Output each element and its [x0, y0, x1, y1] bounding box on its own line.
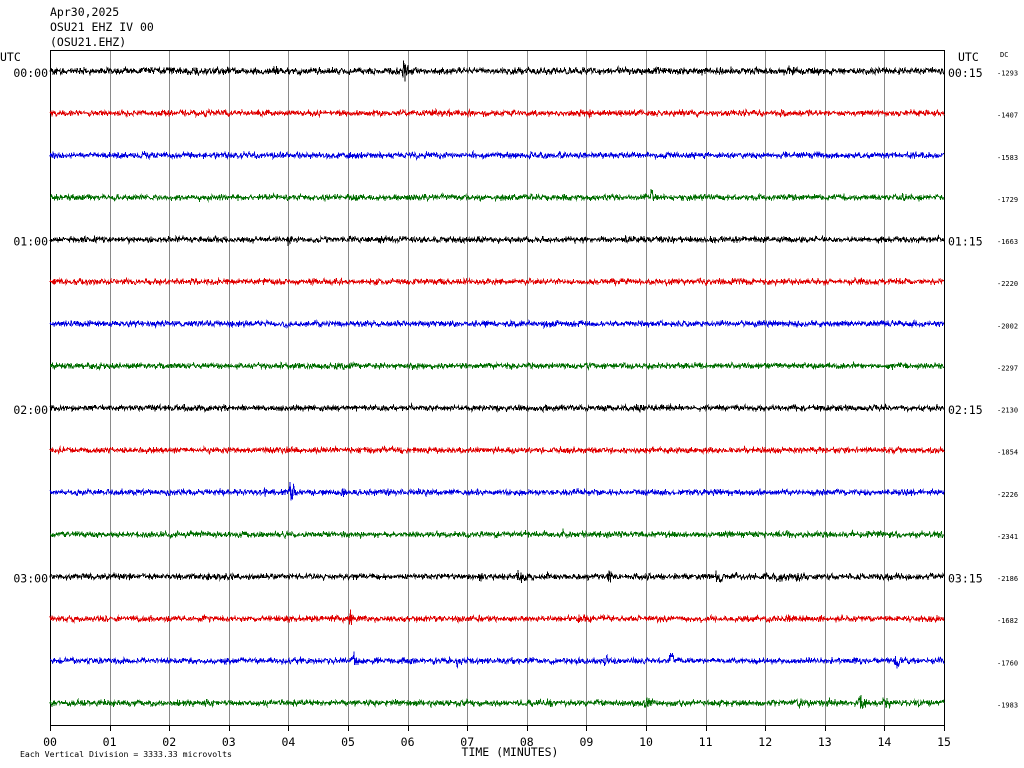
seismic-trace: [49, 318, 945, 330]
dc-offset-label: -1583: [997, 154, 1018, 162]
label-group: 00 01 02 03 04 05 06 07 08 09 10 11 12 13 14 15 00:00 00:…: [13, 66, 1018, 749]
title-station: OSU21 EHZ IV 00: [50, 20, 154, 34]
seismic-trace: [49, 444, 945, 456]
plot-grid: [50, 50, 945, 731]
seismic-trace: [49, 402, 944, 413]
seismic-trace: [49, 651, 945, 669]
dc-offset-label: -2341: [997, 533, 1018, 541]
dc-offset-label: -2186: [997, 575, 1018, 583]
seismic-trace: [49, 149, 945, 161]
x-tick-label: 12: [758, 735, 772, 749]
right-axis-label: UTC: [958, 50, 979, 64]
x-tick-label: 11: [699, 735, 713, 749]
x-tick-label: 01: [103, 735, 117, 749]
trace-start-time-label: 03:00: [13, 572, 48, 586]
dc-offset-label: -2220: [997, 280, 1018, 288]
dc-offset-label: -1407: [997, 112, 1018, 120]
trace-end-time-label: 00:15: [948, 66, 983, 80]
x-tick-label: 07: [460, 735, 474, 749]
dc-offset-label: -1983: [997, 702, 1018, 710]
dc-offset-label: -1682: [997, 617, 1018, 625]
x-tick-label: 04: [281, 735, 295, 749]
x-tick-label: 03: [222, 735, 236, 749]
x-tick-label: 08: [520, 735, 534, 749]
trace-end-time-label: 02:15: [948, 403, 983, 417]
trace-start-time-label: 01:00: [13, 235, 48, 249]
dc-offset-label: -1293: [997, 70, 1018, 78]
seismic-trace: [49, 695, 945, 709]
dc-offset-label: -1729: [997, 196, 1018, 204]
dc-offset-label: -1663: [997, 238, 1018, 246]
x-tick-label: 05: [341, 735, 355, 749]
dc-offset-label: -2297: [997, 364, 1018, 372]
seismic-trace: [49, 569, 945, 584]
dc-offset-label: -2130: [997, 407, 1018, 415]
trace-group: [49, 60, 945, 709]
trace-start-time-label: 00:00: [13, 66, 48, 80]
x-tick-label: 09: [579, 735, 593, 749]
x-tick-label: 06: [401, 735, 415, 749]
trace-end-time-label: 03:15: [948, 572, 983, 586]
seismic-trace: [49, 234, 945, 246]
x-tick-label: 15: [937, 735, 951, 749]
dc-header: DC: [1000, 51, 1008, 59]
left-axis-label: UTC: [0, 50, 21, 64]
x-tick-label: 13: [818, 735, 832, 749]
seismic-trace: [49, 189, 945, 203]
x-tick-label: 00: [43, 735, 57, 749]
x-tick-label: 02: [162, 735, 176, 749]
x-tick-label: 14: [877, 735, 891, 749]
seismic-trace: [49, 360, 945, 371]
x-axis-title: TIME (MINUTES): [462, 745, 559, 759]
trace-start-time-label: 02:00: [13, 403, 48, 417]
seismic-trace: [49, 108, 945, 119]
dc-offset-label: -2002: [997, 322, 1018, 330]
title-channel: (OSU21.EHZ): [50, 35, 126, 49]
dc-offset-label: -1854: [997, 449, 1018, 457]
trace-end-time-label: 01:15: [948, 235, 983, 249]
scale-note: Each Vertical Division = 3333.33 microvo…: [20, 749, 232, 759]
seismic-trace: [49, 60, 945, 82]
dc-offset-label: -1760: [997, 659, 1018, 667]
seismic-trace: [49, 609, 945, 626]
seismic-trace: [49, 481, 945, 501]
seismic-trace: [49, 276, 944, 287]
seismic-trace: [49, 528, 945, 540]
x-tick-label: 10: [639, 735, 653, 749]
dc-offset-label: -2226: [997, 491, 1018, 499]
title-date: Apr30,2025: [50, 5, 119, 19]
